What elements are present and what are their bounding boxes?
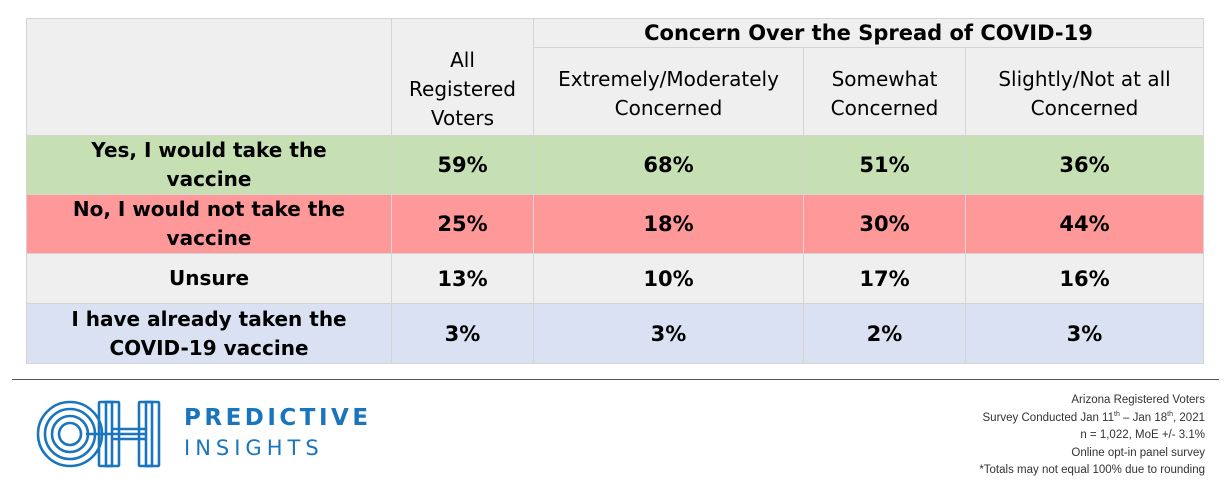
row-label-unsure: Unsure — [26, 253, 392, 304]
footnote-sup: th — [1167, 410, 1174, 418]
survey-footnotes: Arizona Registered Voters Survey Conduct… — [979, 392, 1205, 480]
row-label-line: No, I would not take the — [72, 197, 346, 221]
footnote-dates-start: Survey Conducted Jan 11 — [982, 411, 1114, 424]
cell-taken-slightly: 3% — [965, 303, 1204, 364]
header-corner-cell — [26, 18, 392, 136]
footnote-dates: Survey Conducted Jan 11th – Jan 18th, 20… — [979, 410, 1205, 428]
table-row-already-taken: I have already taken the COVID-19 vaccin… — [26, 303, 1204, 364]
row-label-no: No, I would not take the vaccine — [26, 194, 392, 254]
cell-yes-slightly: 36% — [965, 135, 1204, 195]
row-label-already-taken: I have already taken the COVID-19 vaccin… — [26, 303, 392, 364]
header-all-registered-voters: All Registered Voters — [391, 18, 534, 136]
brand-name-insights: INSIGHTS — [184, 436, 324, 460]
header-line: Somewhat — [831, 66, 938, 91]
header-all-line: All — [450, 48, 475, 72]
footnote-dates-year: , 2021 — [1173, 411, 1205, 424]
header-all-line: Registered — [409, 77, 516, 101]
row-label-line: I have already taken the — [71, 306, 347, 331]
cell-unsure-extremely: 10% — [533, 253, 804, 304]
survey-results-table: All Registered Voters Concern Over the S… — [26, 18, 1204, 364]
header-row-group: All Registered Voters Concern Over the S… — [26, 18, 1204, 136]
cell-yes-all: 59% — [391, 135, 534, 195]
footnote-dates-end: – Jan 18 — [1119, 411, 1168, 424]
footnote-sample-size: n = 1,022, MoE +/- 3.1% — [1080, 429, 1205, 441]
cell-unsure-all: 13% — [391, 253, 534, 304]
row-label-line: Yes, I would take the — [91, 138, 327, 162]
row-label-line: vaccine — [166, 167, 252, 191]
oh-logo-icon — [36, 400, 161, 468]
cell-no-somewhat: 30% — [803, 194, 966, 254]
cell-no-all: 25% — [391, 194, 534, 254]
header-line: Concerned — [830, 95, 939, 120]
footnote-sup: th — [1114, 410, 1120, 418]
brand-name-predictive: PREDICTIVE — [184, 405, 372, 431]
header-row-sub: Extremely/Moderately Concerned Somewhat … — [27, 47, 1204, 136]
footnote-population: Arizona Registered Voters — [1071, 394, 1205, 406]
header-line: Concerned — [1030, 95, 1139, 120]
table-row-no: No, I would not take the vaccine 25% 18%… — [26, 194, 1204, 254]
row-label-line: vaccine — [166, 226, 252, 250]
footnote-rounding: *Totals may not equal 100% due to roundi… — [979, 464, 1205, 476]
cell-no-slightly: 44% — [965, 194, 1204, 254]
row-label-yes: Yes, I would take the vaccine — [26, 135, 392, 195]
header-slightly-not-at-all: Slightly/Not at all Concerned — [965, 47, 1204, 136]
cell-yes-extremely: 68% — [533, 135, 804, 195]
footer-divider — [12, 379, 1219, 380]
header-line: Concerned — [614, 95, 723, 120]
cell-taken-all: 3% — [391, 303, 534, 364]
header-extremely-moderately: Extremely/Moderately Concerned — [533, 47, 804, 136]
cell-unsure-somewhat: 17% — [803, 253, 966, 304]
cell-taken-somewhat: 2% — [803, 303, 966, 364]
header-line: Extremely/Moderately — [558, 66, 779, 91]
header-all-line: Voters — [430, 106, 495, 130]
row-label-line: COVID-19 vaccine — [109, 335, 309, 360]
cell-yes-somewhat: 51% — [803, 135, 966, 195]
footnote-method: Online opt-in panel survey — [1071, 446, 1205, 459]
cell-no-extremely: 18% — [533, 194, 804, 254]
header-somewhat: Somewhat Concerned — [803, 47, 966, 136]
table-row-yes: Yes, I would take the vaccine 59% 68% 51… — [26, 135, 1204, 195]
cell-taken-extremely: 3% — [533, 303, 804, 364]
header-line: Slightly/Not at all — [998, 66, 1171, 91]
header-concern-group: Concern Over the Spread of COVID-19 — [533, 18, 1204, 48]
cell-unsure-slightly: 16% — [965, 253, 1204, 304]
table-row-unsure: Unsure 13% 10% 17% 16% — [26, 253, 1204, 304]
